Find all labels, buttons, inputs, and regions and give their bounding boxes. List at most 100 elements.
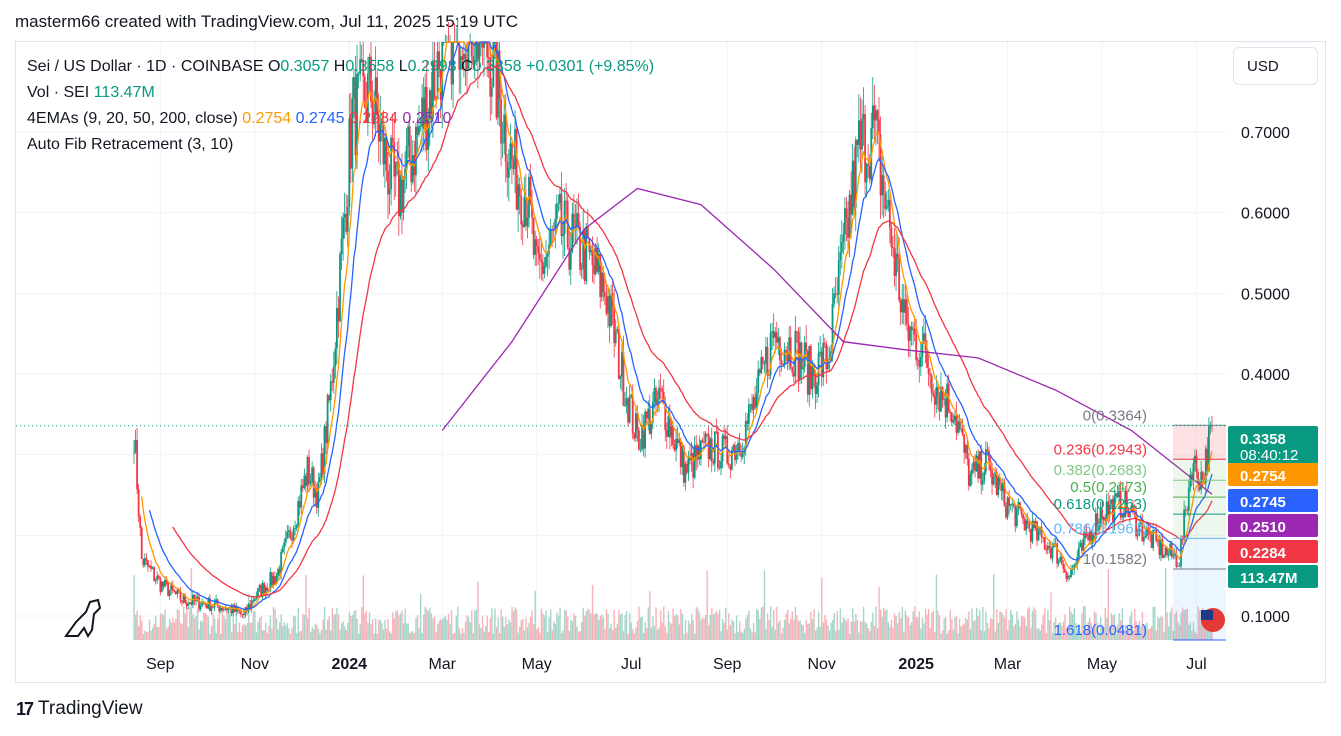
volume-bar xyxy=(495,627,498,640)
volume-bar xyxy=(401,610,403,640)
volume-bar xyxy=(892,628,894,640)
ema50-line xyxy=(172,65,1213,598)
candle-body xyxy=(935,387,938,405)
volume-row[interactable]: Vol · SEI 113.47M xyxy=(27,80,654,106)
candle-body xyxy=(147,560,149,567)
candle-body xyxy=(823,343,826,344)
candle-body xyxy=(481,42,484,48)
candle-body xyxy=(490,86,493,97)
volume-bar xyxy=(1186,609,1189,640)
candle-body xyxy=(650,421,653,434)
volume-bar xyxy=(749,628,752,640)
volume-bar xyxy=(596,613,598,640)
candle-body xyxy=(580,268,583,270)
volume-bar xyxy=(263,630,265,640)
volume-bar xyxy=(732,621,735,640)
volume-bar xyxy=(977,616,979,640)
candle-body xyxy=(523,197,526,228)
candle-body xyxy=(1150,534,1153,549)
volume-bar xyxy=(622,631,625,640)
volume-bar xyxy=(357,633,360,640)
volume-bar xyxy=(230,632,233,640)
volume-bar xyxy=(489,618,492,640)
volume-bar xyxy=(927,608,930,640)
volume-bar xyxy=(226,609,228,640)
volume-bar xyxy=(217,618,219,640)
volume-bar xyxy=(957,633,959,640)
volume-bar xyxy=(773,610,775,640)
volume-bar xyxy=(810,611,812,640)
candle-body xyxy=(583,230,586,282)
candle-body xyxy=(619,376,622,379)
volume-bar xyxy=(845,620,848,640)
volume-bar xyxy=(790,618,792,640)
volume-bar xyxy=(145,631,148,640)
candle-body xyxy=(967,458,970,486)
candle-body xyxy=(442,42,445,43)
volume-bar xyxy=(751,632,753,640)
volume-bar xyxy=(813,609,815,640)
symbol-label[interactable]: Sei / US Dollar · 1D · COINBASE xyxy=(27,58,264,75)
volume-bar xyxy=(1113,613,1116,640)
currency-button[interactable]: USD xyxy=(1233,47,1318,85)
fib-row[interactable]: Auto Fib Retracement (3, 10) xyxy=(27,132,654,158)
ema-row[interactable]: 4EMAs (9, 20, 50, 200, close) 0.2754 0.2… xyxy=(27,106,654,132)
candle-body xyxy=(576,213,578,228)
candle-body xyxy=(1135,511,1138,537)
candle-body xyxy=(771,331,774,333)
volume-bar xyxy=(585,611,588,640)
candle-body xyxy=(1045,549,1048,551)
candle-body xyxy=(605,297,608,314)
volume-bar xyxy=(480,628,482,640)
candle-body xyxy=(506,161,509,178)
volume-bar xyxy=(1161,617,1164,640)
volume-bar xyxy=(1085,628,1088,640)
volume-bar xyxy=(519,626,521,640)
candle-body xyxy=(751,404,753,410)
volume-bar xyxy=(621,613,623,640)
candle-body xyxy=(610,293,612,327)
volume-bar xyxy=(701,617,704,640)
volume-bar xyxy=(861,621,863,640)
volume-bar xyxy=(481,616,484,640)
volume-bar xyxy=(399,613,402,640)
volume-bar xyxy=(294,615,296,640)
volume-bar xyxy=(331,608,334,640)
candle-body xyxy=(882,175,885,194)
volume-bar xyxy=(158,627,160,640)
volume-bar xyxy=(563,609,566,640)
candle-body xyxy=(919,356,922,367)
volume-bar xyxy=(336,607,338,640)
volume-bar xyxy=(768,619,770,640)
volume-bar xyxy=(232,612,234,640)
candle-body xyxy=(560,193,563,237)
candle-body xyxy=(1184,509,1187,511)
volume-bar xyxy=(1008,620,1010,640)
volume-bar xyxy=(466,615,468,640)
volume-bar xyxy=(1002,614,1004,640)
volume-bar xyxy=(508,619,510,640)
volume-bar xyxy=(940,633,942,640)
volume-bar xyxy=(327,619,329,640)
volume-bar xyxy=(935,574,938,640)
candle-body xyxy=(579,226,581,270)
candle-body xyxy=(1065,571,1068,579)
candle-body xyxy=(402,178,405,213)
volume-bar xyxy=(1058,622,1060,640)
volume-bar xyxy=(980,629,983,640)
candle-body xyxy=(159,578,162,592)
volume-bar xyxy=(872,612,874,640)
volume-bar xyxy=(796,615,798,640)
candle-body xyxy=(326,395,329,443)
candle-body xyxy=(991,470,993,485)
volume-bar xyxy=(638,606,640,640)
volume-bar xyxy=(330,630,332,640)
volume-bar xyxy=(136,610,138,640)
volume-bar xyxy=(258,617,261,640)
candle-body xyxy=(1167,554,1170,556)
candle-body xyxy=(373,115,375,125)
volume-bar xyxy=(664,626,667,640)
volume-bar xyxy=(444,616,447,640)
candle-body xyxy=(964,445,967,453)
